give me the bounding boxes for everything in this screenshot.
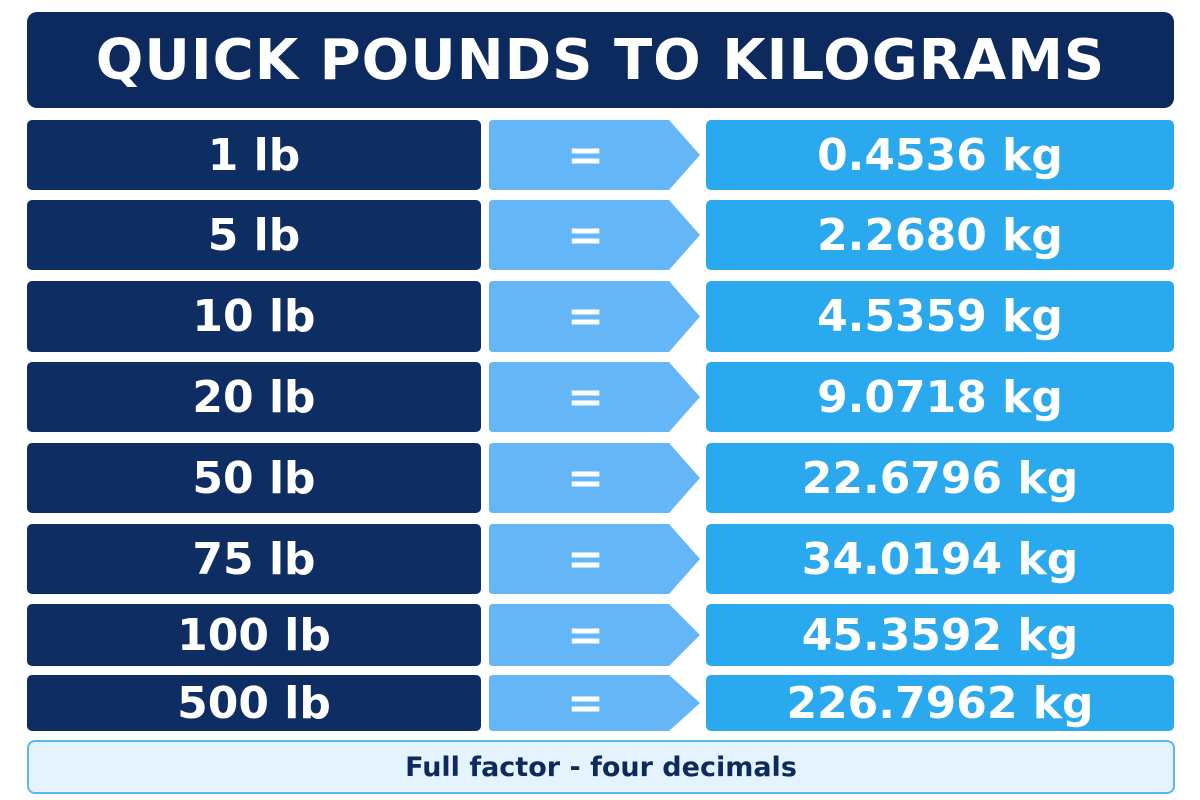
pounds-cell: 75 lb xyxy=(27,524,481,594)
arrow xyxy=(489,120,700,190)
kilograms-cell: 9.0718 kg xyxy=(706,362,1174,432)
equals-arrow: = xyxy=(489,675,700,731)
equals-arrow: = xyxy=(489,362,700,432)
arrow-shape xyxy=(489,524,700,594)
equals-sign: = xyxy=(567,533,604,585)
arrow-shape xyxy=(489,120,700,190)
equals-arrow: = xyxy=(489,524,700,594)
kilograms-cell: 34.0194 kg xyxy=(706,524,1174,594)
arrow-shape xyxy=(489,281,700,352)
equals-sign: = xyxy=(567,371,604,423)
pounds-cell: 5 lb xyxy=(27,200,481,270)
kilograms-cell: 0.4536 kg xyxy=(706,120,1174,190)
pounds-cell: 1 lb xyxy=(27,120,481,190)
equals-sign: = xyxy=(567,677,604,729)
pounds-cell: 50 lb xyxy=(27,443,481,513)
equals-sign: = xyxy=(567,209,604,261)
equals-arrow: = xyxy=(489,281,700,352)
arrow-shape xyxy=(489,362,700,432)
arrow-shape xyxy=(489,675,700,731)
equals-sign: = xyxy=(567,291,604,342)
pounds-cell: 100 lb xyxy=(27,604,481,666)
title: QUICK POUNDS TO KILOGRAMS xyxy=(27,12,1174,108)
equals-sign: = xyxy=(567,129,604,181)
pounds-cell: 20 lb xyxy=(27,362,481,432)
kilograms-cell: 4.5359 kg xyxy=(706,281,1174,352)
arrow xyxy=(489,362,700,432)
kilograms-cell: 2.2680 kg xyxy=(706,200,1174,270)
kilograms-cell: 22.6796 kg xyxy=(706,443,1174,513)
kilograms-cell: 226.7962 kg xyxy=(706,675,1174,731)
equals-arrow: = xyxy=(489,200,700,270)
arrow xyxy=(489,200,700,270)
equals-sign: = xyxy=(567,452,604,504)
pounds-cell: 500 lb xyxy=(27,675,481,731)
equals-arrow: = xyxy=(489,120,700,190)
equals-sign: = xyxy=(567,609,604,661)
arrow-shape xyxy=(489,604,700,666)
footer-note: Full factor - four decimals xyxy=(27,740,1175,794)
arrow xyxy=(489,443,700,513)
equals-arrow: = xyxy=(489,443,700,513)
arrow-shape xyxy=(489,200,700,270)
arrow xyxy=(489,281,700,352)
arrow xyxy=(489,675,700,731)
arrow xyxy=(489,524,700,594)
pounds-cell: 10 lb xyxy=(27,281,481,352)
arrow-shape xyxy=(489,443,700,513)
arrow xyxy=(489,604,700,666)
kilograms-cell: 45.3592 kg xyxy=(706,604,1174,666)
equals-arrow: = xyxy=(489,604,700,666)
